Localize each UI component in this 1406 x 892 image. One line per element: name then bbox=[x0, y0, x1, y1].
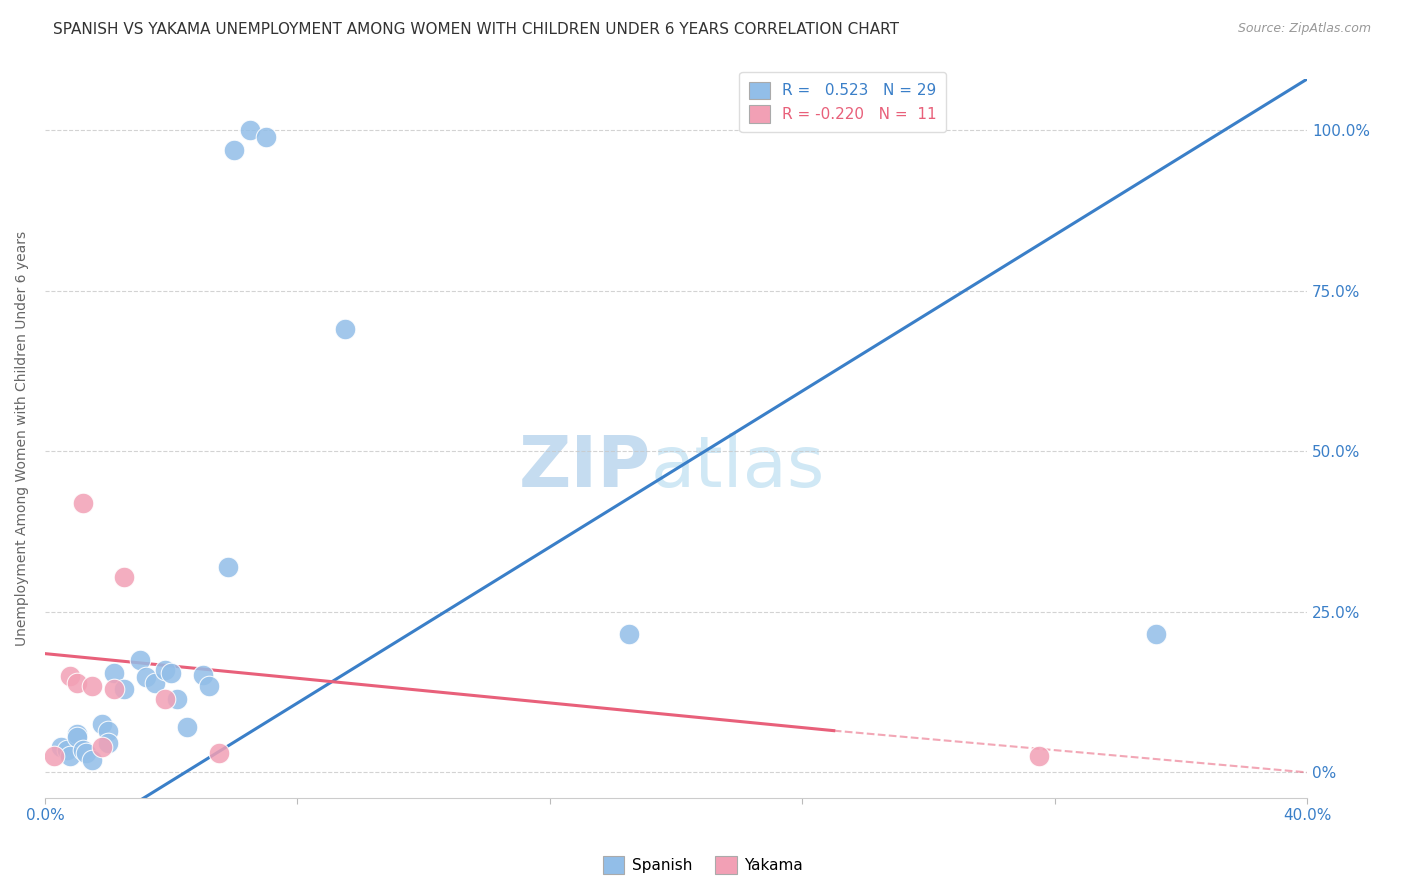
Point bbox=[153, 691, 176, 706]
Text: SPANISH VS YAKAMA UNEMPLOYMENT AMONG WOMEN WITH CHILDREN UNDER 6 YEARS CORRELATI: SPANISH VS YAKAMA UNEMPLOYMENT AMONG WOM… bbox=[53, 22, 900, 37]
Point bbox=[1028, 749, 1050, 764]
Point bbox=[56, 743, 79, 757]
Point bbox=[198, 679, 221, 693]
Point bbox=[239, 123, 262, 137]
Point bbox=[90, 739, 112, 754]
Point bbox=[72, 496, 94, 510]
Point bbox=[153, 663, 176, 677]
Point bbox=[1144, 627, 1167, 641]
Y-axis label: Unemployment Among Women with Children Under 6 years: Unemployment Among Women with Children U… bbox=[15, 231, 30, 646]
Point bbox=[82, 679, 104, 693]
Text: ZIP: ZIP bbox=[519, 433, 651, 502]
Point bbox=[224, 143, 246, 157]
Point bbox=[166, 691, 188, 706]
Point bbox=[160, 665, 183, 680]
Point bbox=[135, 670, 157, 684]
Point bbox=[59, 749, 82, 764]
Point bbox=[333, 322, 356, 336]
Point bbox=[65, 675, 87, 690]
Point bbox=[75, 746, 97, 760]
Point bbox=[217, 560, 239, 574]
Point bbox=[97, 723, 120, 738]
Text: atlas: atlas bbox=[651, 433, 825, 502]
Point bbox=[128, 653, 150, 667]
Point bbox=[103, 665, 125, 680]
Point bbox=[65, 730, 87, 744]
Text: Source: ZipAtlas.com: Source: ZipAtlas.com bbox=[1237, 22, 1371, 36]
Point bbox=[191, 668, 214, 682]
Point bbox=[97, 737, 120, 751]
Point bbox=[103, 681, 125, 696]
Point bbox=[145, 675, 167, 690]
Legend: Spanish, Yakama: Spanish, Yakama bbox=[596, 850, 810, 880]
Point bbox=[176, 721, 198, 735]
Point bbox=[90, 717, 112, 731]
Point bbox=[49, 739, 72, 754]
Point bbox=[82, 753, 104, 767]
Point bbox=[207, 746, 229, 760]
Point bbox=[65, 727, 87, 741]
Point bbox=[254, 129, 277, 144]
Point bbox=[112, 681, 135, 696]
Point bbox=[44, 749, 66, 764]
Point bbox=[59, 669, 82, 683]
Point bbox=[617, 627, 640, 641]
Point bbox=[112, 569, 135, 583]
Legend: R =   0.523   N = 29, R = -0.220   N =  11: R = 0.523 N = 29, R = -0.220 N = 11 bbox=[740, 72, 946, 132]
Point bbox=[72, 743, 94, 757]
